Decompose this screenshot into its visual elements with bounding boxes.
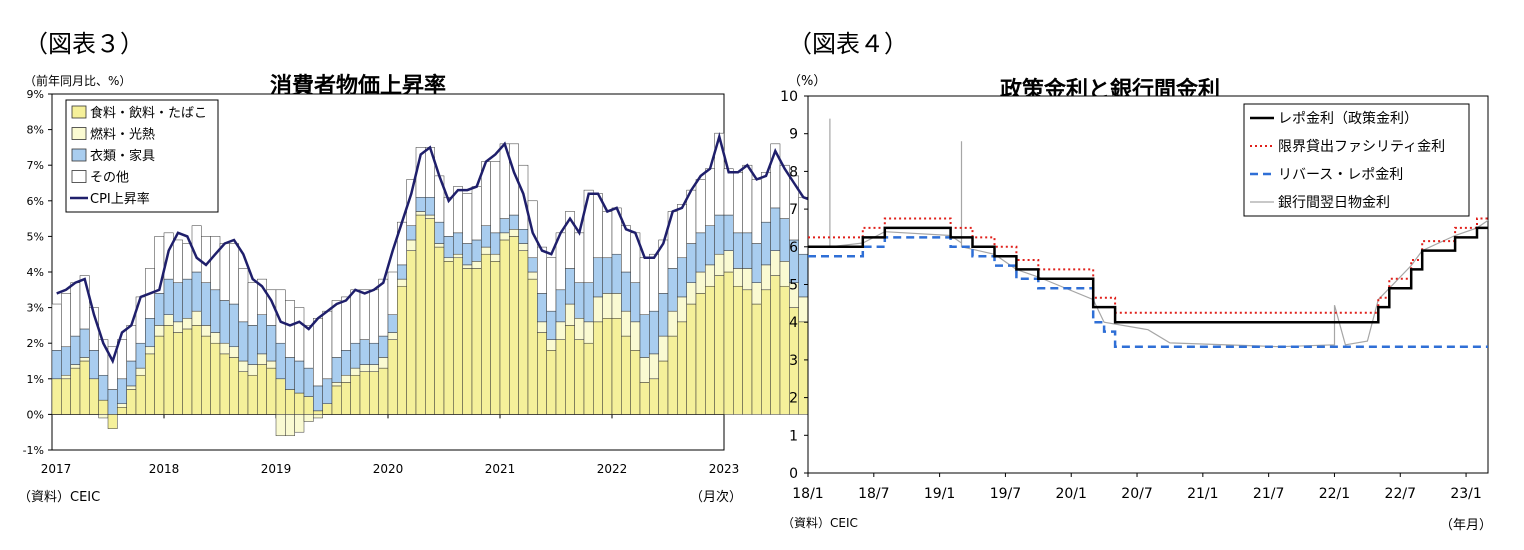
chart1-x-unit: （月次） [690,490,743,505]
bar-fuel [294,414,305,433]
y-tick-label: 6 [789,240,798,256]
x-tick-label: 2022 [597,462,628,476]
y-tick-label: 0% [27,408,44,421]
legend-swatch-food [71,105,87,119]
legend-label: 銀行間翌日物金利 [1278,195,1390,211]
x-tick-label: 2023 [709,462,740,476]
chart2-source: （資料）CEIC [782,516,858,530]
y-tick-label: 3% [27,302,44,315]
y-tick-label: 7% [27,159,44,172]
figure3-label: （図表３） [24,30,144,58]
y-tick-label: 9% [27,88,44,101]
legend-box [1243,103,1470,217]
y-tick-label: 7 [789,202,798,218]
y-tick-label: 8% [27,124,44,137]
y-tick-label: 10 [780,89,798,105]
x-tick-label: 21/7 [1253,486,1284,502]
x-tick-label: 2019 [261,462,292,476]
x-tick-label: 2018 [149,462,180,476]
y-tick-label: 6% [27,195,44,208]
legend-swatch-fuel [71,127,87,140]
y-tick-label: 9 [789,127,798,143]
chart1-source: （資料）CEIC [18,490,101,505]
legend-box [65,99,219,213]
bar-fuel [313,414,323,419]
y-tick-label: 2 [789,391,798,407]
y-tick-label: 5 [789,278,798,294]
x-tick-label: 22/1 [1319,486,1350,502]
legend-label: その他 [90,171,129,186]
legend-label: CPI上昇率 [90,191,150,207]
x-tick-label: 20/7 [1121,486,1152,502]
series-line [808,226,1488,324]
chart2-x-unit: （年月） [1440,518,1493,533]
legend-label: 限界貸出ファシリティ金利 [1278,139,1445,155]
legend-swatch-clothing [71,148,87,162]
y-tick-label: -1% [23,444,44,457]
figure4-label: （図表４） [788,30,908,58]
x-tick-label: 2021 [485,462,516,476]
legend-label: リバース・レポ金利 [1278,167,1403,183]
chart2-y-unit: （%） [788,74,827,89]
legend-label: レポ金利（政策金利） [1278,110,1418,127]
x-tick-label: 20/1 [1055,486,1086,502]
series-line [808,217,1488,314]
legend-label: 衣類・家具 [90,148,155,164]
bar-other [79,275,90,330]
y-tick-label: 8 [789,164,798,180]
x-tick-label: 18/7 [858,486,889,502]
y-tick-label: 5% [27,230,44,243]
y-tick-label: 1% [27,373,44,386]
series-line [808,118,1489,348]
series-line [808,236,1488,348]
y-tick-label: 0 [789,466,798,482]
x-tick-label: 23/1 [1450,486,1481,502]
x-tick-label: 22/7 [1385,486,1416,502]
cpi-line [56,132,824,365]
x-tick-label: 19/1 [924,486,955,502]
x-tick-label: 2017 [41,462,72,476]
y-tick-label: 3 [789,353,798,369]
chart1-y-unit: （前年同月比、%） [24,74,132,88]
legend-swatch-other [71,170,87,183]
x-tick-label: 2020 [373,462,404,476]
x-tick-label: 18/1 [792,486,823,502]
legend-label: 食料・飲料・たばこ [90,105,207,121]
y-tick-label: 4% [27,266,44,279]
x-tick-label: 21/1 [1187,486,1218,502]
legend-label: 燃料・光熱 [90,127,155,143]
y-tick-label: 4 [789,315,798,331]
x-tick-label: 19/7 [990,486,1021,502]
y-tick-label: 1 [789,428,798,444]
y-tick-label: 2% [27,337,44,350]
